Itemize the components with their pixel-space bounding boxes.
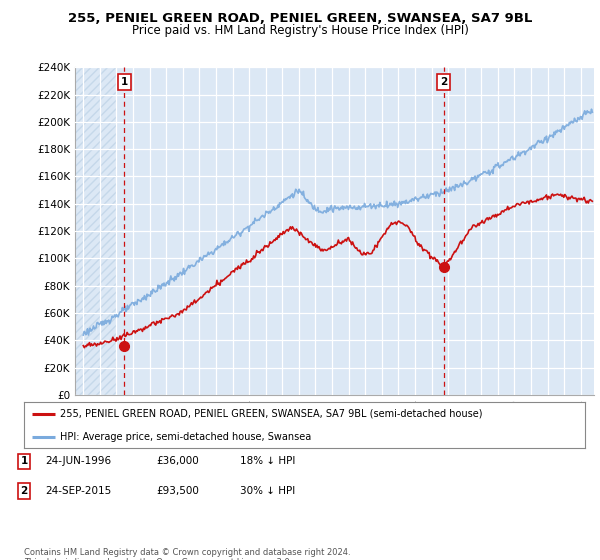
Text: 24-JUN-1996: 24-JUN-1996 (45, 456, 111, 466)
Text: 2: 2 (440, 77, 447, 87)
Text: 24-SEP-2015: 24-SEP-2015 (45, 486, 111, 496)
Text: 255, PENIEL GREEN ROAD, PENIEL GREEN, SWANSEA, SA7 9BL: 255, PENIEL GREEN ROAD, PENIEL GREEN, SW… (68, 12, 532, 25)
Text: 1: 1 (121, 77, 128, 87)
Text: 18% ↓ HPI: 18% ↓ HPI (240, 456, 295, 466)
Text: £93,500: £93,500 (156, 486, 199, 496)
Text: Contains HM Land Registry data © Crown copyright and database right 2024.
This d: Contains HM Land Registry data © Crown c… (24, 548, 350, 560)
Text: 255, PENIEL GREEN ROAD, PENIEL GREEN, SWANSEA, SA7 9BL (semi-detached house): 255, PENIEL GREEN ROAD, PENIEL GREEN, SW… (61, 409, 483, 418)
Text: £36,000: £36,000 (156, 456, 199, 466)
Text: 1: 1 (20, 456, 28, 466)
Bar (75, 67, 116, 395)
Text: HPI: Average price, semi-detached house, Swansea: HPI: Average price, semi-detached house,… (61, 432, 312, 441)
Text: 2: 2 (20, 486, 28, 496)
Text: 30% ↓ HPI: 30% ↓ HPI (240, 486, 295, 496)
Text: Price paid vs. HM Land Registry's House Price Index (HPI): Price paid vs. HM Land Registry's House … (131, 24, 469, 36)
